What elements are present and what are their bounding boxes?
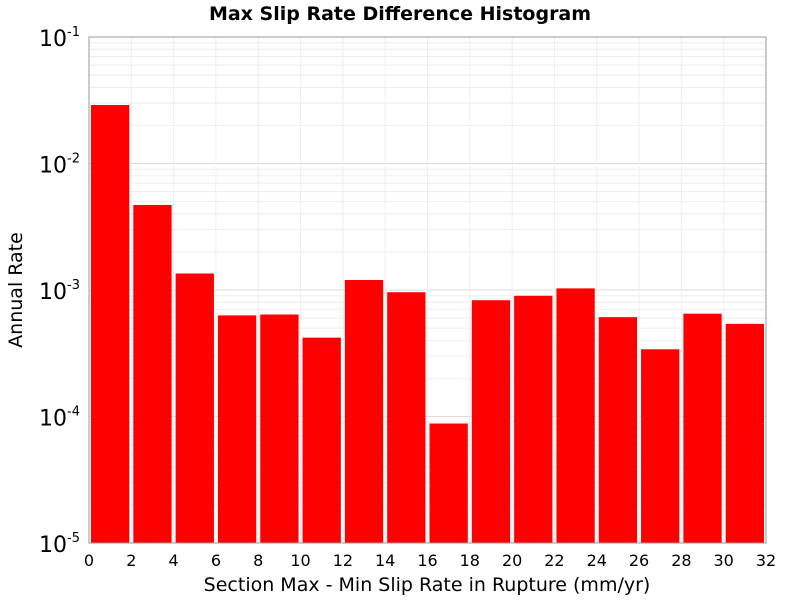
y-axis-label: Annual Rate [5, 232, 27, 348]
x-tick-labels: 0 2 4 6 8 10 12 14 16 18 20 22 24 26 28 30 32 [84, 551, 776, 570]
y-tick-label: 10-5 [39, 531, 80, 558]
x-tick-label: 2 [126, 551, 136, 570]
x-tick-label: 4 [169, 551, 179, 570]
x-tick-label: 0 [84, 551, 94, 570]
histogram-bar [598, 317, 638, 543]
histogram-bar [556, 288, 595, 543]
x-tick-label: 32 [756, 551, 776, 570]
histogram-bar [725, 323, 764, 543]
histogram-bar [429, 423, 468, 543]
x-tick-label: 30 [714, 551, 734, 570]
histogram-bar [514, 295, 553, 543]
x-tick-label: 26 [629, 551, 649, 570]
histogram-bar [344, 279, 384, 543]
x-tick-label: 6 [211, 551, 221, 570]
x-tick-label: 28 [671, 551, 691, 570]
histogram-bar [641, 349, 680, 543]
y-tick-label: 10-2 [39, 152, 80, 179]
histogram-bar [91, 105, 130, 543]
plot-border [88, 36, 767, 544]
x-tick-label: 14 [375, 551, 395, 570]
histogram-bar [302, 337, 341, 543]
x-axis-label: Section Max - Min Slip Rate in Rupture (… [204, 574, 651, 596]
x-tick-label: 24 [587, 551, 607, 570]
bars-group [91, 105, 764, 543]
chart-title: Max Slip Rate Difference Histogram [209, 3, 591, 25]
x-tick-label: 8 [253, 551, 263, 570]
x-tick-label: 22 [544, 551, 564, 570]
y-tick-label: 10-1 [39, 25, 80, 52]
x-tick-label: 18 [460, 551, 480, 570]
y-tick-labels: 10-5 10-4 10-3 10-2 10-1 [39, 25, 80, 558]
histogram-bar [387, 292, 426, 543]
y-tick-label: 10-4 [39, 405, 80, 432]
x-tick-label: 12 [333, 551, 353, 570]
y-tick-label: 10-3 [39, 278, 80, 305]
histogram-bar [683, 313, 722, 543]
histogram-bar [471, 300, 511, 543]
histogram-bar [175, 273, 214, 543]
histogram-bar [260, 314, 299, 543]
x-tick-label: 20 [502, 551, 522, 570]
x-tick-label: 16 [417, 551, 437, 570]
x-tick-label: 10 [290, 551, 310, 570]
histogram-bar [133, 204, 172, 543]
histogram-bar [217, 315, 257, 543]
